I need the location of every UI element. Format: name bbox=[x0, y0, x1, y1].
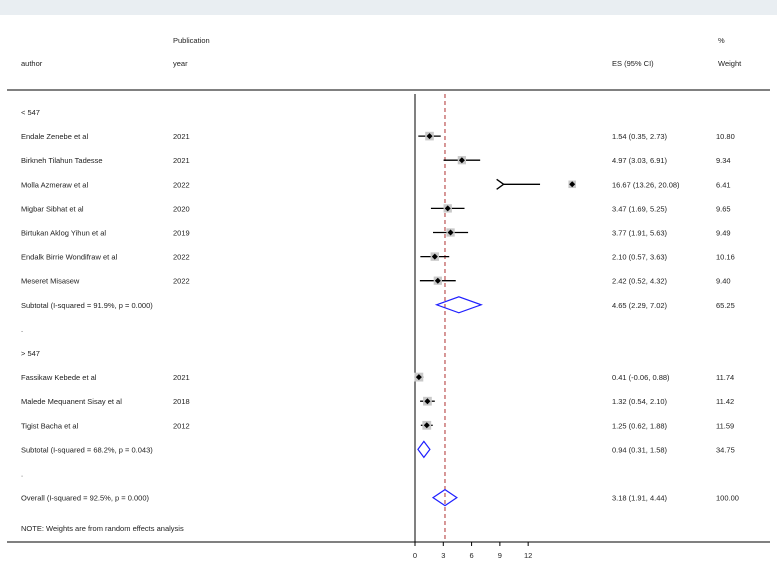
study-author: Birtukan Aklog Yihun et al bbox=[21, 229, 106, 238]
spacer-dot: . bbox=[21, 470, 23, 479]
study-es: 3.47 (1.69, 5.25) bbox=[612, 204, 668, 213]
forest-plot-panel: Publication % author year ES (95% CI) We… bbox=[0, 15, 777, 572]
study-weight: 9.65 bbox=[716, 204, 731, 213]
point-estimate bbox=[415, 374, 422, 381]
overall-es: 3.18 (1.91, 4.44) bbox=[612, 494, 668, 503]
year-header: year bbox=[173, 59, 188, 68]
study-weight: 10.16 bbox=[716, 253, 735, 262]
study-es: 2.10 (0.57, 3.63) bbox=[612, 253, 668, 262]
subtotal-diamond bbox=[434, 296, 483, 314]
point-estimate bbox=[458, 157, 465, 164]
study-weight: 9.49 bbox=[716, 229, 731, 238]
x-tick-label: 3 bbox=[441, 551, 445, 560]
study-weight: 10.80 bbox=[716, 132, 735, 141]
subtotal-weight: 65.25 bbox=[716, 301, 735, 310]
percent-header: % bbox=[718, 36, 725, 45]
subtotal-weight: 34.75 bbox=[716, 445, 735, 454]
study-es: 0.41 (-0.06, 0.88) bbox=[612, 373, 670, 382]
study-es: 16.67 (13.26, 20.08) bbox=[612, 180, 680, 189]
publication-header: Publication bbox=[173, 36, 210, 45]
study-year: 2022 bbox=[173, 253, 190, 262]
point-estimate bbox=[426, 133, 433, 140]
x-tick-label: 12 bbox=[524, 551, 532, 560]
point-estimate bbox=[423, 422, 430, 429]
study-year: 2019 bbox=[173, 229, 190, 238]
weight-header: Weight bbox=[718, 59, 742, 68]
overall-diamond bbox=[431, 488, 458, 507]
point-estimate bbox=[431, 253, 438, 260]
subtotal-label: Subtotal (I-squared = 91.9%, p = 0.000) bbox=[21, 301, 153, 310]
x-tick-label: 9 bbox=[498, 551, 502, 560]
study-es: 1.32 (0.54, 2.10) bbox=[612, 397, 668, 406]
subtotal-label: Subtotal (I-squared = 68.2%, p = 0.043) bbox=[21, 445, 153, 454]
study-year: 2021 bbox=[173, 156, 190, 165]
study-es: 2.42 (0.52, 4.32) bbox=[612, 277, 668, 286]
author-header: author bbox=[21, 59, 43, 68]
study-es: 4.97 (3.03, 6.91) bbox=[612, 156, 668, 165]
study-author: Birkneh Tilahun Tadesse bbox=[21, 156, 103, 165]
x-tick-label: 6 bbox=[469, 551, 473, 560]
study-weight: 11.42 bbox=[716, 397, 734, 406]
study-es: 1.25 (0.62, 1.88) bbox=[612, 421, 668, 430]
overall-weight: 100.00 bbox=[716, 494, 739, 503]
study-year: 2022 bbox=[173, 180, 190, 189]
x-tick-label: 0 bbox=[413, 551, 417, 560]
study-author: Malede Mequanent Sisay et al bbox=[21, 397, 122, 406]
study-author: Molla Azmeraw et al bbox=[21, 180, 88, 189]
ci-arrow bbox=[496, 178, 505, 190]
point-estimate bbox=[424, 398, 431, 405]
study-es: 1.54 (0.35, 2.73) bbox=[612, 132, 668, 141]
study-author: Fassikaw Kebede et al bbox=[21, 373, 97, 382]
group-label: < 547 bbox=[21, 108, 40, 117]
subtotal-es: 0.94 (0.31, 1.58) bbox=[612, 445, 668, 454]
study-author: Tigist Bacha et al bbox=[21, 421, 79, 430]
subtotal-es: 4.65 (2.29, 7.02) bbox=[612, 301, 668, 310]
study-year: 2022 bbox=[173, 277, 190, 286]
point-estimate bbox=[434, 277, 441, 284]
point-estimate bbox=[444, 205, 451, 212]
study-author: Endalk Birrie Wondifraw et al bbox=[21, 253, 117, 262]
overall-label: Overall (I-squared = 92.5%, p = 0.000) bbox=[21, 494, 149, 503]
study-weight: 9.40 bbox=[716, 277, 731, 286]
study-author: Meseret Misasew bbox=[21, 277, 80, 286]
study-year: 2018 bbox=[173, 397, 190, 406]
point-estimate bbox=[569, 181, 576, 188]
study-weight: 6.41 bbox=[716, 180, 731, 189]
spacer-dot: . bbox=[21, 325, 23, 334]
study-year: 2012 bbox=[173, 421, 190, 430]
group-label: > 547 bbox=[21, 349, 40, 358]
study-year: 2021 bbox=[173, 373, 190, 382]
footnote: NOTE: Weights are from random effects an… bbox=[21, 524, 184, 533]
study-weight: 11.59 bbox=[716, 421, 734, 430]
study-author: Migbar Sibhat et al bbox=[21, 204, 84, 213]
subtotal-diamond bbox=[417, 440, 431, 459]
study-year: 2020 bbox=[173, 204, 190, 213]
point-estimate bbox=[447, 229, 454, 236]
study-weight: 9.34 bbox=[716, 156, 731, 165]
study-es: 3.77 (1.91, 5.63) bbox=[612, 229, 668, 238]
es-header: ES (95% CI) bbox=[612, 59, 654, 68]
study-year: 2021 bbox=[173, 132, 190, 141]
study-author: Endale Zenebe et al bbox=[21, 132, 88, 141]
study-weight: 11.74 bbox=[716, 373, 734, 382]
